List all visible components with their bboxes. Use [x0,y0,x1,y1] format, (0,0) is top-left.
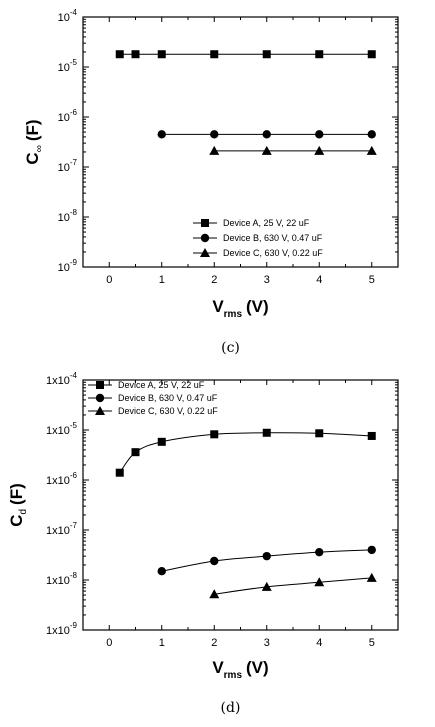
x-tick-label: 2 [211,274,217,286]
legend-label: Device B, 630 V, 0.47 uF [223,233,323,243]
data-point [366,145,377,155]
series-line [119,432,372,473]
x-tick-label: 4 [316,274,322,286]
data-point [314,577,325,587]
panel-caption: (c) [221,340,240,356]
legend-label: Device A, 25 V, 22 uF [118,380,205,390]
series-line [214,577,372,595]
series-device-a [115,50,376,59]
legend-label: Device C, 630 V, 0.22 uF [118,406,218,416]
legend: Device A, 25 V, 22 uF Device B, 630 V, 0.… [88,380,218,416]
data-point [262,428,271,437]
data-point [367,130,376,139]
x-axis-title: Vrms (V) [212,658,268,681]
y-tick-label: 1x10-9 [46,621,78,637]
legend-marker-symbol [95,393,105,403]
series-device-c [209,572,377,599]
plot-frame [82,379,399,631]
legend-label: Device A, 25 V, 22 uF [223,218,310,228]
data-point [131,50,140,59]
y-tick-label: 1x10-7 [46,521,78,537]
x-tick-label: 5 [369,637,375,649]
data-point [157,50,166,59]
y-tick-label: 10-7 [58,158,78,174]
data-point [262,130,271,139]
series-device-b [157,130,376,139]
y-tick-label: 1x10-6 [46,471,78,487]
chart-panel-c: 0 1 2 3 4 5 10-9 10-8 10-7 10-6 10-5 10-4 Device A, … [23,8,399,356]
legend: Device A, 25 V, 22 uF Device B, 630 V, 0.… [193,218,323,258]
data-point [210,130,219,139]
legend-marker-symbol [201,219,209,227]
y-tick-label: 1x10-4 [46,371,78,387]
series-device-b [157,545,376,576]
data-point [261,145,272,155]
data-point [315,130,324,139]
legend-marker-symbol [200,248,210,257]
legend-label: Device B, 630 V, 0.47 uF [118,393,218,403]
data-point [115,50,124,59]
legend-marker-symbol [96,381,104,389]
y-tick-label: 10-4 [58,8,78,24]
data-point [367,545,376,555]
data-point [210,50,219,59]
data-point [315,429,324,438]
data-point [315,50,324,59]
data-point [262,551,271,561]
series-device-c [209,145,377,155]
data-point [157,566,166,576]
y-axis-title: C∞(F) [23,119,45,164]
data-point [366,572,377,582]
y-tick-label: 10-9 [58,258,78,274]
x-tick-label: 4 [316,637,322,649]
y-tick-label: 10-5 [58,58,78,74]
x-tick-label: 0 [106,637,112,649]
data-point [210,556,219,566]
y-axis-title: Cd(F) [7,483,29,527]
data-point [209,145,220,155]
data-point [131,448,140,457]
data-point [261,581,272,591]
x-axis-title: Vrms (V) [212,297,268,320]
data-point [367,50,376,59]
data-point [210,430,219,439]
chart-panel-d: 0 1 2 3 4 5 1x10-9 1x10-8 1x10-7 1x10-6 1x10-5 1x10… [7,371,399,716]
y-tick-label: 1x10-8 [46,571,78,587]
data-point [157,130,166,139]
x-tick-label: 2 [211,637,217,649]
panel-caption: (d) [221,700,241,716]
x-tick-label: 1 [159,274,165,286]
data-point [157,437,166,446]
legend-label: Device C, 630 V, 0.22 uF [223,248,323,258]
data-point [262,50,271,59]
x-tick-label: 3 [264,274,270,286]
y-tick-label: 10-8 [58,208,78,224]
data-point [367,431,376,440]
data-point [115,468,124,477]
x-tick-label: 1 [159,637,165,649]
y-tick-label: 10-6 [58,108,78,124]
legend-marker-symbol [200,233,210,243]
data-point [315,547,324,557]
data-point [209,589,220,599]
series-device-a [115,428,376,477]
x-tick-label: 3 [264,637,270,649]
x-tick-label: 0 [106,274,112,286]
legend-marker-symbol [95,406,105,415]
x-tick-label: 5 [369,274,375,286]
data-point [314,145,325,155]
y-tick-label: 1x10-5 [46,421,78,437]
